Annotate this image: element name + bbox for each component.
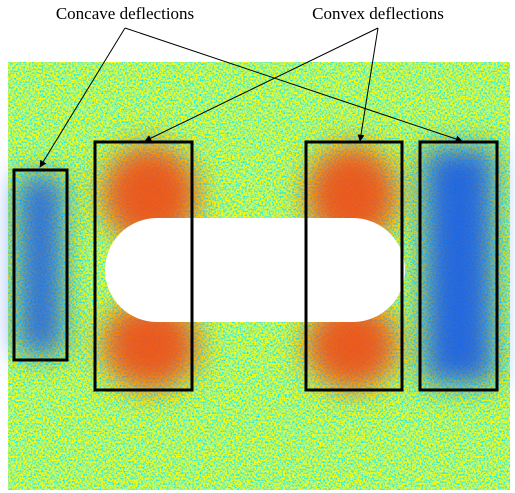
- hole: [105, 218, 405, 322]
- figure: Concave deflections Convex deflections: [0, 0, 515, 493]
- deflection-map: [8, 62, 510, 490]
- label-convex: Convex deflections: [312, 4, 444, 23]
- label-concave: Concave deflections: [56, 4, 194, 23]
